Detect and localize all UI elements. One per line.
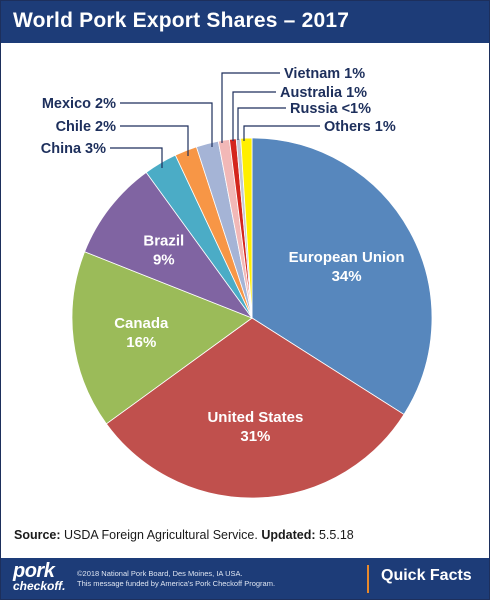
updated-label: Updated: (261, 528, 316, 542)
slice-label-canada: Canada 16% (114, 315, 169, 351)
slice-label-vietnam: Vietnam 1% (284, 66, 365, 82)
pie-slice-european-union (251, 137, 433, 416)
pork-checkoff-logo: pork checkoff. (11, 560, 73, 595)
quick-facts-tag: Quick Facts (381, 567, 472, 584)
slice-label-chile: Chile 2% (56, 119, 117, 135)
leader-line-russia (237, 107, 286, 140)
leader-line-chile (120, 125, 189, 156)
logo-text-pork: pork (13, 560, 55, 582)
slice-labels: European Union 34% United States 31% Canada 1… (41, 66, 405, 445)
slice-label-united-states: United States 31% (207, 409, 303, 445)
source-text: USDA Foreign Agricultural Service. (60, 528, 262, 542)
logo-text-checkoff: checkoff. (13, 579, 66, 593)
updated-date: 5.5.18 (315, 528, 354, 542)
pie-slice-others (240, 137, 253, 319)
leader-line-others (243, 125, 320, 141)
leader-line-australia (232, 91, 276, 141)
pie-slices (71, 137, 433, 499)
leader-line-mexico (120, 102, 213, 147)
pie-slice-canada (71, 251, 253, 425)
leader-lines (110, 72, 320, 168)
slice-label-australia: Australia 1% (280, 85, 367, 101)
leader-line-vietnam (221, 72, 280, 143)
footer-bar: pork checkoff. ©2018 National Pork Board… (1, 558, 489, 599)
copyright-notice: ©2018 National Pork Board, Des Moines, I… (77, 569, 275, 589)
slice-label-brazil: Brazil 9% (143, 233, 184, 269)
slice-label-european-union: European Union 34% (289, 249, 405, 285)
chart-title: World Pork Export Shares – 2017 (13, 9, 350, 32)
copyright-line-1: ©2018 National Pork Board, Des Moines, I… (77, 569, 243, 578)
source-label: Source: (14, 528, 61, 542)
footer-divider (367, 565, 369, 593)
copyright-line-2: This message funded by America's Pork Ch… (77, 579, 276, 588)
slice-label-mexico: Mexico 2% (42, 96, 116, 112)
pie-slice-brazil (84, 171, 254, 319)
leader-line-china (110, 147, 163, 168)
pie-slice-united-states (105, 317, 405, 499)
source-note: Source: USDA Foreign Agricultural Servic… (14, 528, 354, 542)
slice-label-others: Others 1% (324, 119, 396, 135)
slice-label-china: China 3% (41, 141, 106, 157)
title-bar: World Pork Export Shares – 2017 (1, 1, 489, 43)
slice-label-russia: Russia <1% (290, 101, 371, 117)
